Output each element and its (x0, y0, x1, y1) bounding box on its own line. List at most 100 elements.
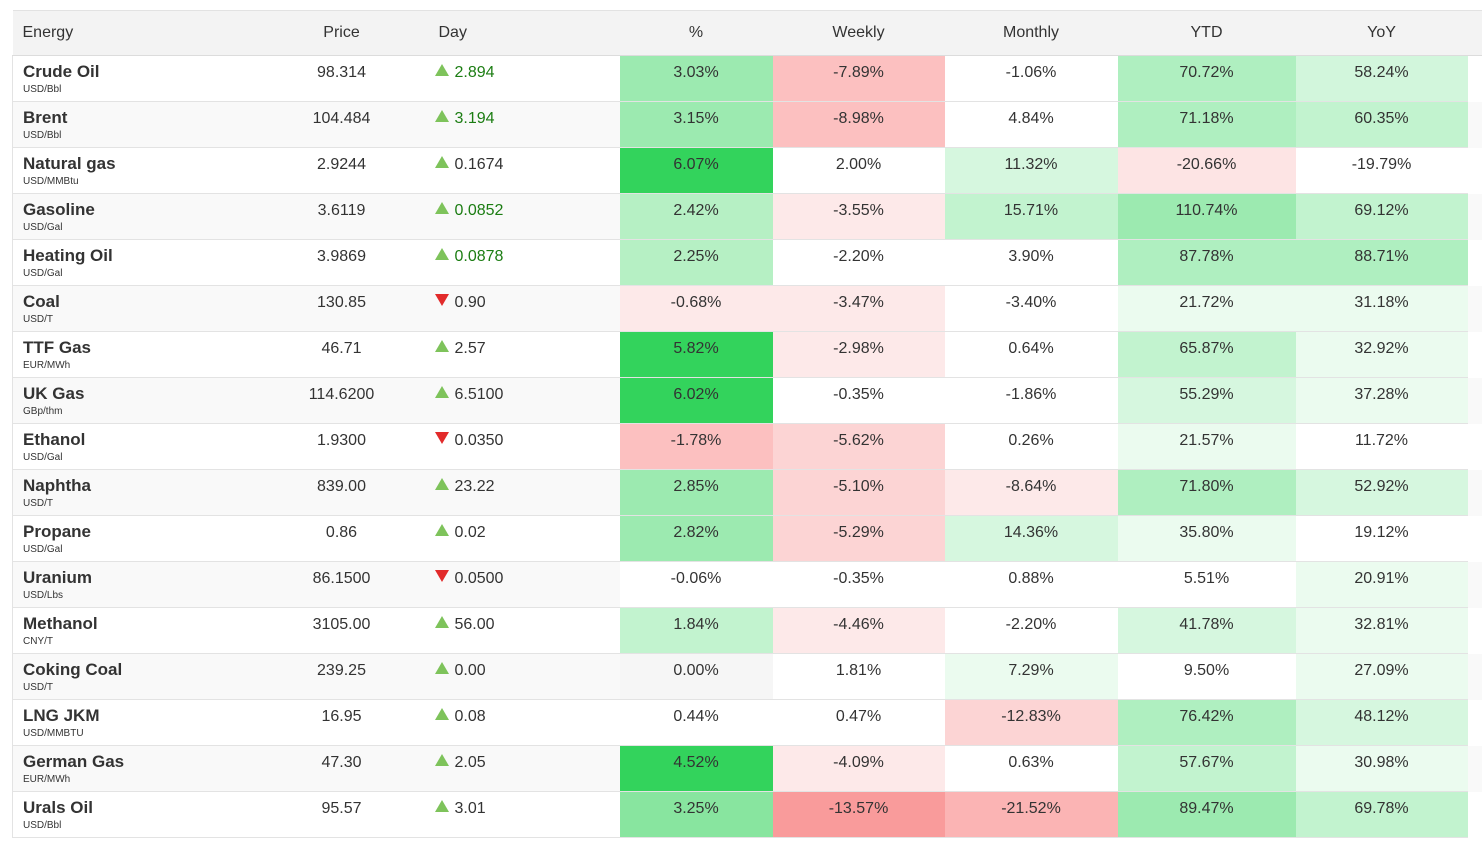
percent-change-cell: 4.52% (619, 745, 773, 792)
instrument-name-link[interactable]: Ethanol (23, 430, 86, 449)
row-spacer (1468, 516, 1482, 562)
table-row[interactable]: Heating Oil USD/Gal 3.9869 0.0878 2.25% -2.20… (12, 239, 1482, 286)
table-row[interactable]: Gasoline USD/Gal 3.6119 0.0852 2.42% -3.55% 15… (12, 193, 1482, 240)
monthly-change-cell: 0.88% (944, 561, 1118, 608)
table-row[interactable]: UK Gas GBp/thm 114.6200 6.5100 6.02% -0.35% -1… (12, 377, 1482, 424)
day-change-cell: 2.05 (410, 745, 620, 792)
row-spacer (1468, 194, 1482, 240)
weekly-change-cell: -2.98% (772, 331, 945, 378)
instrument-name-link[interactable]: LNG JKM (23, 706, 100, 725)
table-row[interactable]: Crude Oil USD/Bbl 98.314 2.894 3.03% -7.89% -1… (12, 55, 1482, 102)
table-row[interactable]: Naphtha USD/T 839.00 23.22 2.85% -5.10% -8.64%… (12, 469, 1482, 516)
price-cell: 239.25 (272, 653, 411, 700)
table-row[interactable]: LNG JKM USD/MMBTU 16.95 0.08 0.44% 0.47% -12.8… (12, 699, 1482, 746)
ytd-change-cell: 110.74% (1117, 193, 1296, 240)
instrument-name-link[interactable]: Gasoline (23, 200, 95, 219)
instrument-unit: USD/T (23, 314, 53, 325)
table-row[interactable]: Uranium USD/Lbs 86.1500 0.0500 -0.06% -0.35% 0… (12, 561, 1482, 608)
ytd-change-cell: 71.80% (1117, 469, 1296, 516)
energy-table-container: Energy Price Day % Weekly Monthly YTD Yo… (12, 10, 1482, 838)
weekly-change-cell: -5.29% (772, 515, 945, 562)
ytd-change-cell: 76.42% (1117, 699, 1296, 746)
monthly-change-cell: 0.64% (944, 331, 1118, 378)
day-change-value: 2.894 (454, 64, 495, 81)
table-row[interactable]: Coking Coal USD/T 239.25 0.00 0.00% 1.81% 7.29… (12, 653, 1482, 700)
instrument-unit: USD/T (23, 682, 53, 693)
header-energy[interactable]: Energy (12, 10, 273, 56)
table-row[interactable]: Ethanol USD/Gal 1.9300 0.0350 -1.78% -5.62% 0.… (12, 423, 1482, 470)
day-change-cell: 23.22 (410, 469, 620, 516)
price-cell: 3105.00 (272, 607, 411, 654)
table-row[interactable]: Natural gas USD/MMBtu 2.9244 0.1674 6.07% 2.0… (12, 147, 1482, 194)
instrument-name-link[interactable]: Heating Oil (23, 246, 113, 265)
table-row[interactable]: Methanol CNY/T 3105.00 56.00 1.84% -4.46% -2.2… (12, 607, 1482, 654)
header-day[interactable]: Day (410, 10, 620, 56)
day-change-value: 23.22 (454, 478, 495, 495)
instrument-name-link[interactable]: UK Gas (23, 384, 85, 403)
instrument-name-link[interactable]: Naphtha (23, 476, 91, 495)
header-percent[interactable]: % (619, 10, 773, 56)
instrument-unit: USD/MMBtu (23, 176, 79, 187)
monthly-change-cell: 3.90% (944, 239, 1118, 286)
monthly-change-cell: -1.06% (944, 55, 1118, 102)
instrument-name-link[interactable]: Propane (23, 522, 92, 541)
day-change-value: 2.05 (454, 754, 486, 771)
instrument-unit: USD/Lbs (23, 590, 64, 601)
header-monthly[interactable]: Monthly (944, 10, 1118, 56)
arrow-up-icon (434, 64, 449, 76)
instrument-name-link[interactable]: Natural gas (23, 154, 116, 173)
header-price[interactable]: Price (272, 10, 411, 56)
instrument-cell: Natural gas USD/MMBtu (12, 147, 273, 194)
row-spacer (1468, 654, 1482, 700)
price-cell: 104.484 (272, 101, 411, 148)
instrument-unit: EUR/MWh (23, 360, 71, 371)
header-yoy[interactable]: YoY (1295, 10, 1468, 56)
arrow-up-icon (434, 524, 449, 536)
instrument-name-link[interactable]: Methanol (23, 614, 98, 633)
arrow-up-icon (434, 386, 449, 398)
instrument-name-link[interactable]: German Gas (23, 752, 125, 771)
instrument-unit: USD/Gal (23, 268, 63, 279)
monthly-change-cell: 4.84% (944, 101, 1118, 148)
yoy-change-cell: 58.24% (1295, 55, 1468, 102)
instrument-name-link[interactable]: Coal (23, 292, 60, 311)
table-row[interactable]: Urals Oil USD/Bbl 95.57 3.01 3.25% -13.57% -21… (12, 791, 1482, 838)
monthly-change-cell: 11.32% (944, 147, 1118, 194)
instrument-unit: GBp/thm (23, 406, 63, 417)
table-row[interactable]: Coal USD/T 130.85 0.90 -0.68% -3.47% -3.40% 21.… (12, 285, 1482, 332)
day-change-value: 0.00 (454, 662, 486, 679)
instrument-name-link[interactable]: Crude Oil (23, 62, 100, 81)
day-change-cell: 0.0350 (410, 423, 620, 470)
day-change-cell: 56.00 (410, 607, 620, 654)
instrument-cell: LNG JKM USD/MMBTU (12, 699, 273, 746)
instrument-name-link[interactable]: TTF Gas (23, 338, 92, 357)
yoy-change-cell: 69.78% (1295, 791, 1468, 838)
yoy-change-cell: 19.12% (1295, 515, 1468, 562)
ytd-change-cell: 87.78% (1117, 239, 1296, 286)
table-row[interactable]: Brent USD/Bbl 104.484 3.194 3.15% -8.98% 4.84%… (12, 101, 1482, 148)
instrument-name-link[interactable]: Uranium (23, 568, 92, 587)
row-spacer (1468, 286, 1482, 332)
table-row[interactable]: Propane USD/Gal 0.86 0.02 2.82% -5.29% 14.36% 3… (12, 515, 1482, 562)
instrument-unit: CNY/T (23, 636, 53, 647)
day-change-value: 0.0852 (454, 202, 504, 219)
arrow-up-icon (434, 340, 449, 352)
day-change-value: 56.00 (454, 616, 495, 633)
instrument-cell: Ethanol USD/Gal (12, 423, 273, 470)
instrument-unit: USD/Gal (23, 544, 63, 555)
instrument-name-link[interactable]: Coking Coal (23, 660, 123, 679)
table-row[interactable]: TTF Gas EUR/MWh 46.71 2.57 5.82% -2.98% 0.64% 6… (12, 331, 1482, 378)
table-row[interactable]: German Gas EUR/MWh 47.30 2.05 4.52% -4.09% 0.6… (12, 745, 1482, 792)
instrument-name-link[interactable]: Brent (23, 108, 68, 127)
header-weekly[interactable]: Weekly (772, 10, 945, 56)
percent-change-cell: 0.00% (619, 653, 773, 700)
instrument-name-link[interactable]: Urals Oil (23, 798, 93, 817)
percent-change-cell: -1.78% (619, 423, 773, 470)
ytd-change-cell: 65.87% (1117, 331, 1296, 378)
header-ytd[interactable]: YTD (1117, 10, 1296, 56)
arrow-up-icon (434, 616, 449, 628)
instrument-unit: USD/Bbl (23, 84, 62, 95)
weekly-change-cell: -4.09% (772, 745, 945, 792)
yoy-change-cell: 20.91% (1295, 561, 1468, 608)
yoy-change-cell: 69.12% (1295, 193, 1468, 240)
